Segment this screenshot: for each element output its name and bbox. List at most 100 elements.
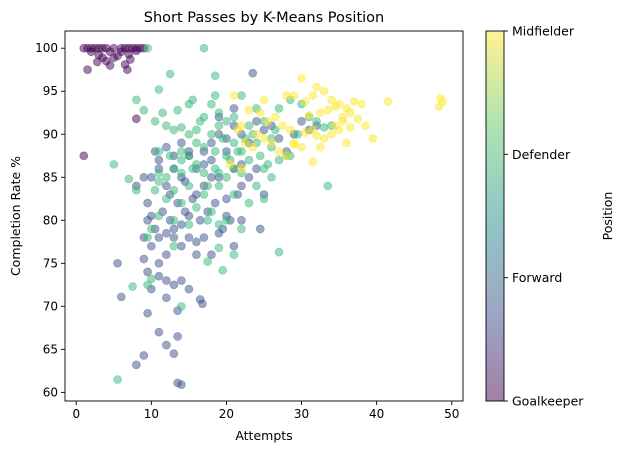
point-midfielder-48 [274,147,284,156]
point-defender-100 [323,181,333,191]
point-defender-109 [270,125,280,135]
point-midfielder-55 [346,123,355,132]
point-midfielder-19 [316,108,325,118]
point-defender-51 [274,155,284,165]
point-forward-45 [184,211,194,221]
point-forward-90 [274,134,284,143]
point-midfielder-5 [312,82,321,92]
point-forward-78 [177,380,186,389]
point-forward-19 [195,216,205,225]
point-goalkeeper-32 [79,151,89,161]
point-forward-44 [177,220,186,229]
point-forward-40 [147,211,156,221]
point-defender-18 [244,121,254,130]
point-midfielder-41 [244,105,254,115]
point-defender-23 [150,117,160,126]
point-forward-49 [214,228,224,238]
point-midfielder-11 [349,97,359,106]
point-forward-54 [255,224,265,234]
point-midfielder-46 [259,134,269,143]
point-defender-37 [312,117,321,126]
point-defender-98 [177,302,186,311]
point-midfielder-38 [270,112,280,122]
point-forward-106 [199,160,209,169]
point-forward-51 [229,241,239,251]
point-midfielder-50 [289,140,299,149]
colorbar-ticks: Goalkeeper Forward Defender Midfielder [504,24,584,409]
point-midfielder-56 [248,142,258,152]
point-forward-28 [192,250,201,260]
point-forward-67 [198,299,207,309]
y-tick-label-2: 70 [43,299,58,313]
point-midfielder-51 [300,128,310,137]
point-defender-84 [132,185,141,195]
point-midfielder-33 [308,157,318,167]
point-forward-25 [169,233,179,242]
y-axis-label: Completion Rate % [8,156,23,276]
point-defender-91 [229,250,239,260]
chart-title: Short Passes by K-Means Position [144,10,384,26]
point-forward-48 [207,250,216,260]
point-defender-71 [150,185,160,195]
point-forward-41 [154,233,164,242]
point-defender-8 [237,91,246,100]
point-defender-26 [177,123,186,132]
point-defender-42 [177,147,186,156]
point-defender-90 [214,243,224,253]
x-tick-label-4: 40 [369,407,384,421]
point-defender-35 [293,129,303,139]
point-forward-57 [143,267,152,277]
point-forward-75 [139,351,149,360]
point-defender-59 [222,172,231,182]
point-defender-79 [203,216,212,225]
point-midfielder-2 [282,91,291,100]
x-tick-label-5: 50 [444,407,459,421]
point-defender-44 [192,138,201,148]
point-defender-40 [154,147,164,156]
point-forward-103 [222,194,231,204]
point-defender-25 [169,125,179,135]
point-midfielder-47 [267,138,276,148]
point-defender-82 [147,224,156,234]
point-defender-114 [214,168,224,178]
point-forward-101 [192,190,201,199]
point-defender-83 [237,224,246,234]
point-forward-59 [162,276,171,285]
point-forward-27 [184,233,194,242]
point-defender-2 [165,69,175,79]
point-forward-70 [117,292,126,302]
point-defender-89 [169,241,179,251]
point-defender-93 [218,265,227,275]
point-defender-107 [195,117,205,126]
point-defender-20 [274,104,284,113]
point-midfielder-30 [319,134,329,143]
point-forward-56 [139,254,149,264]
point-forward-93 [297,117,306,126]
point-forward-29 [162,250,171,260]
point-midfielder-20 [323,105,333,115]
point-goalkeeper-26 [92,57,102,67]
point-forward-62 [184,284,194,294]
point-defender-87 [154,168,164,178]
point-midfielder-40 [255,108,265,118]
point-defender-43 [184,151,194,161]
point-midfielder-8 [327,95,336,105]
point-defender-24 [162,121,171,130]
point-defender-76 [154,211,164,221]
point-forward-3 [154,155,164,165]
colorbar-tick-label-midfielder: Midfielder [512,24,575,39]
point-defender-65 [184,181,194,191]
point-defender-72 [162,194,171,204]
point-midfielder-53 [331,121,340,130]
point-defender-62 [267,172,276,182]
point-forward-105 [162,142,171,152]
point-defender-28 [207,129,216,139]
point-defender-103 [255,151,265,161]
point-defender-69 [244,198,254,208]
point-forward-96 [229,104,239,113]
point-forward-14 [237,181,246,191]
point-midfielder-4 [297,74,306,83]
point-defender-77 [169,216,179,225]
x-axis-ticks: 0 10 20 30 40 50 [72,401,459,421]
